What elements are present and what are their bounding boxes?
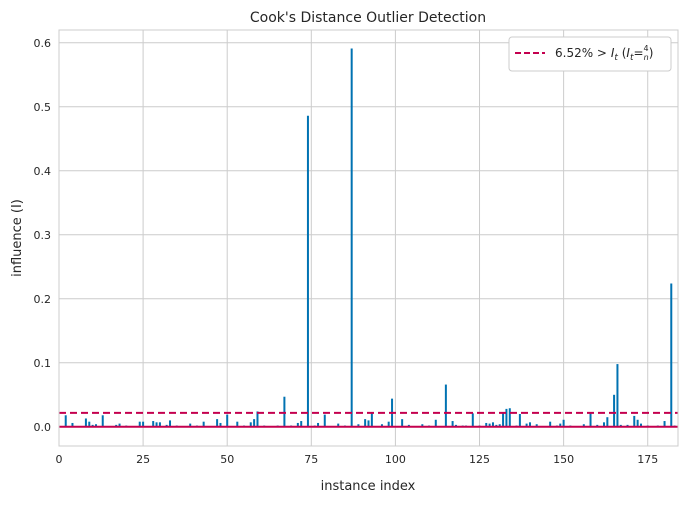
y-tick-label: 0.2 [34, 293, 52, 306]
y-tick-label: 0.5 [34, 101, 52, 114]
y-tick-label: 0.4 [34, 165, 52, 178]
y-tick-label: 0.1 [34, 357, 52, 370]
x-axis-title: instance index [321, 479, 416, 494]
x-tick-label: 75 [304, 453, 318, 466]
x-tick-label: 25 [136, 453, 150, 466]
y-tick-label: 0.0 [34, 421, 52, 434]
y-tick-label: 0.6 [34, 37, 52, 50]
plot-frame [58, 29, 679, 447]
x-tick-label: 175 [637, 453, 658, 466]
chart-title: Cook's Distance Outlier Detection [250, 10, 486, 26]
x-tick-label: 150 [553, 453, 574, 466]
legend-box [508, 36, 672, 72]
legend-label: 6.52% > It (It=4 n) [555, 44, 653, 63]
x-tick-label: 100 [385, 453, 406, 466]
x-tick-label: 125 [469, 453, 490, 466]
y-tick-label: 0.3 [34, 229, 52, 242]
grid [58, 30, 678, 446]
x-tick-labels: 0 25 50 75 100 125 150 175 [56, 453, 659, 466]
x-tick-label: 50 [220, 453, 234, 466]
reference-lines [59, 411, 678, 428]
x-tick-label: 0 [56, 453, 63, 466]
y-tick-labels: 0.0 0.1 0.2 0.3 0.4 0.5 0.6 [34, 37, 52, 434]
y-axis-title: influence (I) [10, 199, 25, 277]
legend: 6.52% > It (It=4 n) [508, 36, 672, 72]
